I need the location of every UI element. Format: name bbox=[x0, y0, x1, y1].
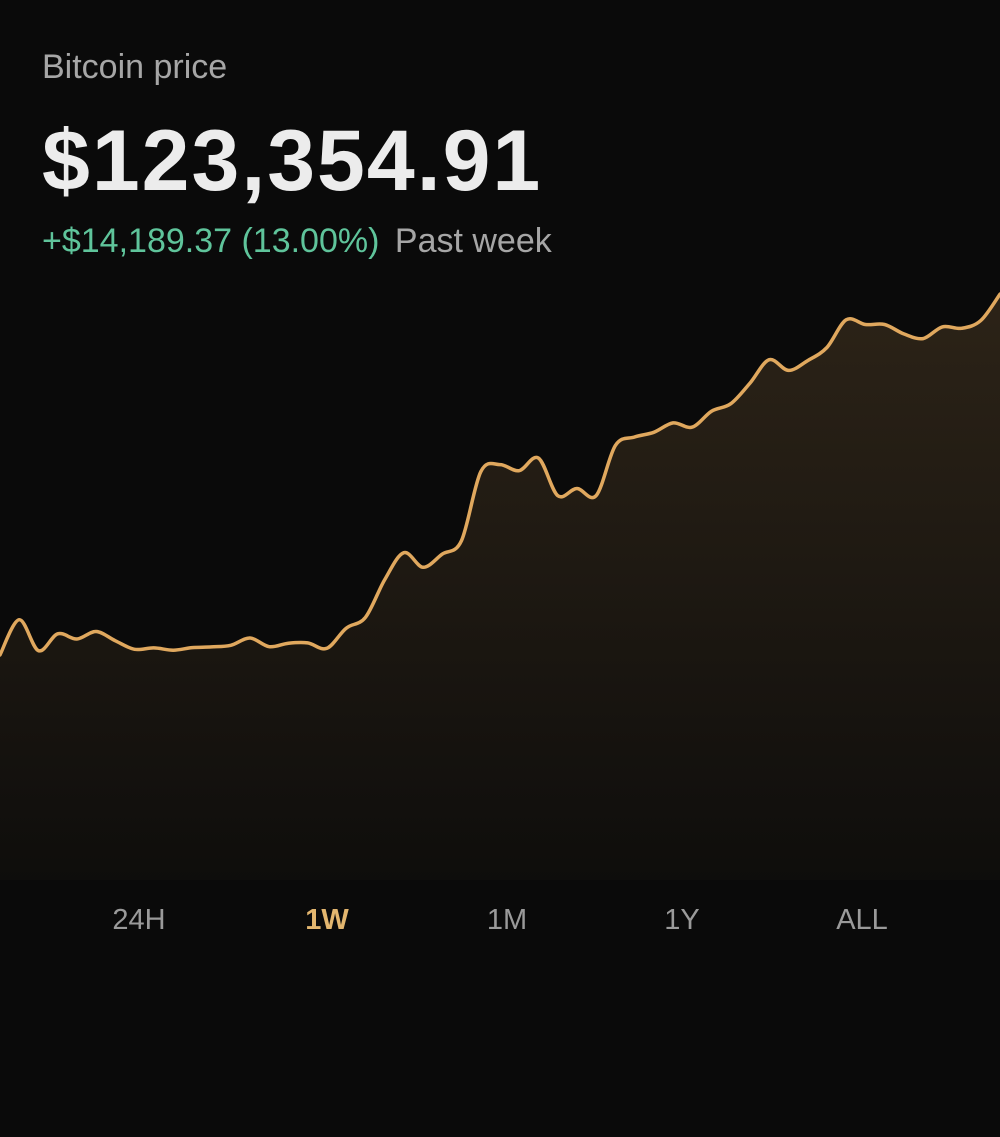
tab-1m[interactable]: 1M bbox=[486, 904, 528, 936]
price-line bbox=[0, 292, 1000, 657]
tab-all[interactable]: ALL bbox=[836, 904, 888, 936]
time-range-tabs: 24H 1W 1M 1Y ALL bbox=[0, 904, 1000, 948]
tab-1y[interactable]: 1Y bbox=[664, 904, 700, 936]
price-area-fill bbox=[0, 294, 1000, 880]
price-change-period: Past week bbox=[394, 222, 552, 260]
tab-24h[interactable]: 24H bbox=[112, 904, 166, 936]
price-chart-svg bbox=[0, 292, 1000, 880]
price-chart[interactable] bbox=[0, 280, 1000, 880]
price-change-value: +$14,189.37 (13.00%) bbox=[42, 222, 380, 260]
asset-label: Bitcoin price bbox=[42, 48, 228, 86]
tab-1w[interactable]: 1W bbox=[305, 904, 349, 936]
current-price: $123,354.91 bbox=[42, 113, 543, 209]
price-change-row: +$14,189.37 (13.00%) Past week bbox=[42, 222, 552, 261]
